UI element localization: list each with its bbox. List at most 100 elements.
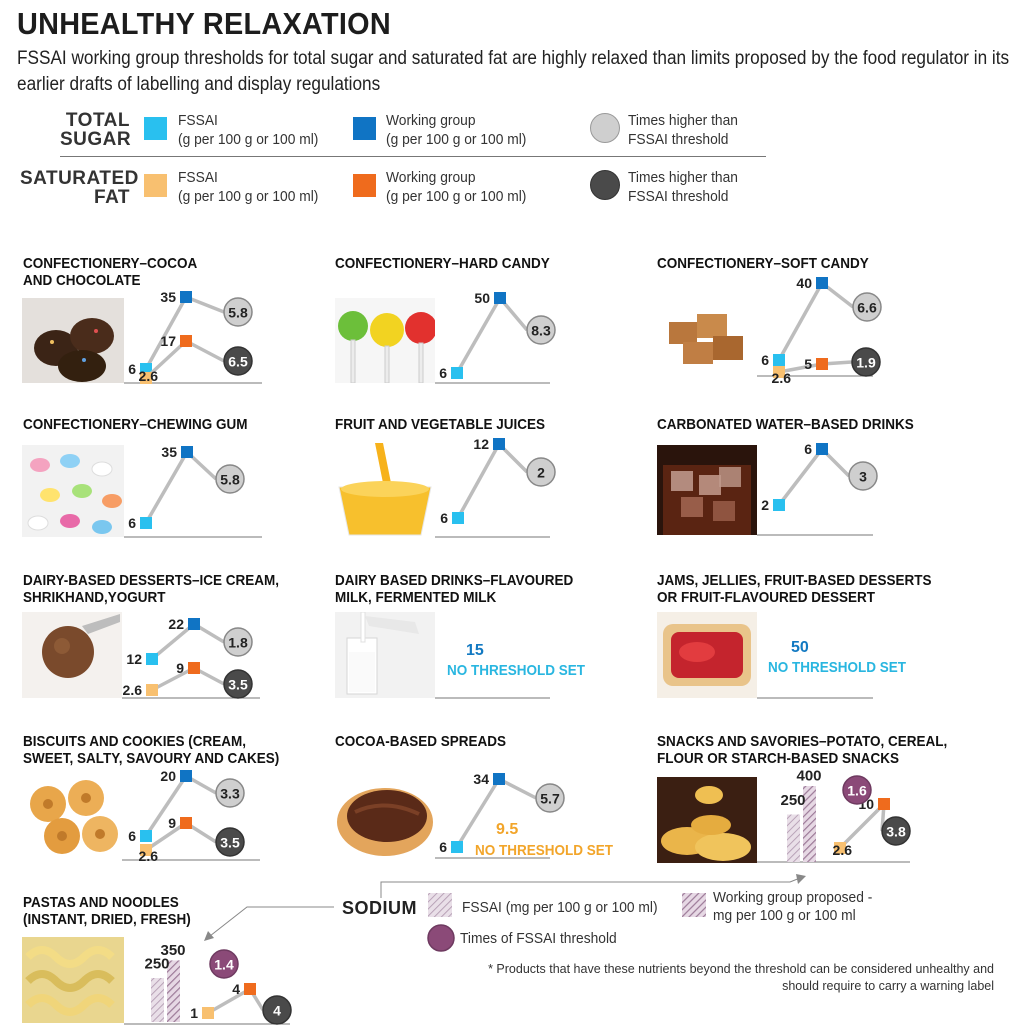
snacks-sodium-times-label: 1.6 — [847, 783, 867, 799]
milk-photo — [335, 612, 435, 698]
panel-title-cocoa-chocolate: CONFECTIONERY–COCOA AND CHOCOLATE — [23, 255, 198, 289]
legend-fat-times-line2: FSSAI threshold — [628, 188, 729, 205]
biscuits-fat-wg-marker — [180, 817, 192, 829]
legend-fat-wg-label: Working group (g per 100 g or 100 ml) — [386, 168, 526, 206]
chewing-gum-sugar-times-circle — [215, 464, 245, 494]
soft-candy-sugar-times-circle — [852, 292, 882, 322]
footnote: * Products that have these nutrients bey… — [434, 961, 994, 995]
cocoa-chocolate-sugar-slope-line — [144, 296, 188, 370]
soft-candy-fat-times-circle-label: 1.9 — [856, 355, 876, 371]
snacks-fat-wg-marker — [878, 798, 890, 810]
biscuits-sugar-fssai-marker — [140, 830, 152, 842]
soft-candy-sugar-wg-marker — [816, 277, 828, 289]
legend-fat-fssai-label: FSSAI (g per 100 g or 100 ml) — [178, 168, 318, 206]
chewing-gum-sugar-fssai-marker — [140, 517, 152, 529]
legend-sugar-heading-line2: SUGAR — [60, 129, 132, 150]
legend-fat-wg-swatch — [353, 174, 376, 197]
legend-sugar-fssai-swatch — [144, 117, 167, 140]
spread-photo — [335, 778, 435, 858]
cocoa-chocolate-sugar-times-circle — [223, 297, 253, 327]
cocoa-chocolate-fat-fssai-marker — [140, 372, 152, 384]
dairy-desserts-sugar-wg-marker — [188, 618, 200, 630]
cocoa-chocolate-fat-wg-value: 17 — [160, 333, 176, 349]
biscuits-sugar-wg-value: 20 — [160, 768, 176, 784]
pastas-fat-times-circle-label: 4 — [273, 1003, 281, 1019]
legend-fat-times-label: Times higher than FSSAI threshold — [628, 168, 738, 206]
pastas-fat-wg-marker — [244, 983, 256, 995]
sodium-legend-fssai-swatch — [428, 893, 452, 917]
dairy-desserts-fat-times-circle — [223, 669, 253, 699]
soft-candy-sugar-slope-line — [777, 282, 824, 361]
legend-sugar-fssai-line2: (g per 100 g or 100 ml) — [178, 131, 319, 148]
legend-fat-wg-line2: (g per 100 g or 100 ml) — [386, 188, 527, 205]
biscuits-fat-wg-value: 9 — [168, 815, 176, 831]
carbonated-sugar-times-circle-label: 3 — [859, 469, 867, 485]
carbonated-sugar-slope-line — [777, 447, 824, 507]
juices-sugar-slope-line — [456, 443, 501, 519]
sodium-wg-label: Working group proposed - mg per 100 g or… — [713, 889, 872, 925]
biscuits-fat-fssai-value: 2.6 — [139, 848, 159, 864]
cola-photo — [657, 445, 757, 535]
panel-title-chewing-gum: CONFECTIONERY–CHEWING GUM — [23, 416, 248, 433]
soft-candy-sugar-fssai-value: 6 — [761, 352, 769, 368]
snacks-fat-fssai-value: 2.6 — [833, 842, 853, 858]
legend-fat-times-circle — [590, 170, 620, 200]
cocoa-chocolate-sugar-times-circle-label: 5.8 — [228, 305, 248, 321]
sodium-wg-line2: mg per 100 g or 100 ml — [713, 907, 856, 924]
cocoa-chocolate-fat-fssai-value: 2.6 — [139, 368, 159, 384]
hard-candy-sugar-wg-marker — [494, 292, 506, 304]
juice-photo — [335, 443, 435, 537]
cocoa-spreads-sugar-wg-value: 34 — [473, 771, 489, 787]
sodium-arrowhead-pastas — [204, 931, 214, 941]
cocoa-spreads-sugar-wg-marker — [493, 773, 505, 785]
chewing-gum-sugar-times-circle-label: 5.8 — [220, 472, 240, 488]
legend-fat-fssai-swatch — [144, 174, 167, 197]
footnote-line1: * Products that have these nutrients bey… — [488, 962, 994, 976]
cookies-photo — [22, 774, 122, 860]
sodium-arrowhead-snacks — [796, 874, 806, 884]
dairy-desserts-sugar-wg-value: 22 — [168, 616, 184, 632]
dairy-desserts-sugar-fssai-marker — [146, 653, 158, 665]
panel-title-dairy-desserts: DAIRY-BASED DESSERTS–ICE CREAM, SHRIKHAN… — [23, 572, 280, 606]
snacks-sodium-wg-value: 400 — [796, 768, 821, 785]
dairy-desserts-fat-wg-value: 9 — [176, 660, 184, 676]
snacks-sodium-fssai-value: 250 — [780, 792, 805, 809]
carbonated-sugar-wg-marker — [816, 443, 828, 455]
chocolate-photo — [22, 298, 124, 383]
sodium-legend-wg-swatch — [682, 893, 706, 917]
panel-title-biscuits: BISCUITS AND COOKIES (CREAM, SWEET, SALT… — [23, 733, 280, 767]
snacks-sodium-fssai-bar — [787, 814, 800, 862]
dairy-desserts-sugar-fssai-value: 12 — [126, 651, 142, 667]
soft-candy-fat-slope-line — [778, 362, 823, 374]
dairy-desserts-sugar-times-circle — [223, 627, 253, 657]
spreads-fat-no-threshold: NO THRESHOLD SET — [475, 842, 614, 859]
cocoa-chocolate-sugar-wg-value: 35 — [160, 289, 176, 305]
soft-candy-sugar-wg-value: 40 — [796, 275, 812, 291]
cocoa-spreads-sugar-slope-line — [455, 778, 501, 848]
sodium-arrow-snacks — [380, 877, 801, 898]
dairy-desserts-fat-wg-marker — [188, 662, 200, 674]
juices-sugar-fssai-marker — [452, 512, 464, 524]
hard-candy-sugar-slope-line — [455, 297, 502, 374]
pastas-fat-fssai-marker — [202, 1007, 214, 1019]
hard-candy-sugar-fssai-value: 6 — [439, 365, 447, 381]
legend-fat-wg-line1: Working group — [386, 169, 476, 186]
pastas-sodium-wg-bar — [167, 960, 180, 1022]
jams-no-threshold: NO THRESHOLD SET — [768, 659, 907, 676]
legend-sugar-fssai-label: FSSAI (g per 100 g or 100 ml) — [178, 111, 318, 149]
cocoa-spreads-sugar-times-connector — [498, 777, 537, 800]
pastas-sodium-fssai-value: 250 — [144, 956, 169, 973]
legend-fat-fssai-line2: (g per 100 g or 100 ml) — [178, 188, 319, 205]
chewing-gum-sugar-wg-value: 35 — [161, 444, 177, 460]
caramel-photo — [657, 296, 757, 374]
biscuits-sugar-times-circle — [215, 778, 245, 808]
soft-candy-fat-wg-marker — [816, 358, 828, 370]
chewing-gum-sugar-wg-marker — [181, 446, 193, 458]
carbonated-sugar-fssai-value: 2 — [761, 497, 769, 513]
spreads-fat-wg-value: 9.5 — [496, 821, 519, 838]
chewing-gum-sugar-fssai-value: 6 — [128, 515, 136, 531]
legend-sugar-wg-label: Working group (g per 100 g or 100 ml) — [386, 111, 526, 149]
snacks-fat-fssai-marker — [834, 842, 846, 854]
carbonated-sugar-times-circle — [848, 461, 878, 491]
sodium-fssai-label: FSSAI (mg per 100 g or 100 ml) — [462, 899, 658, 916]
